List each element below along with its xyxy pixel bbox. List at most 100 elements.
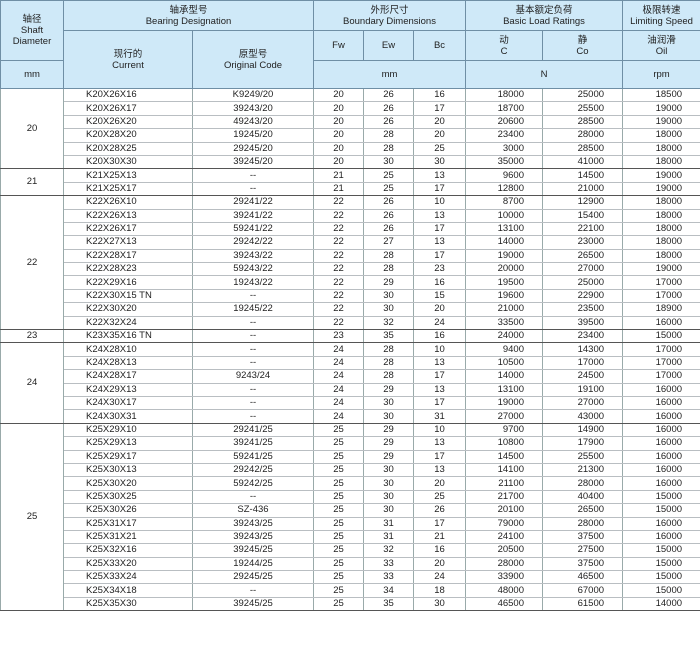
current-code: K25X30X13 (63, 463, 193, 478)
static-load: 43000 (541, 409, 624, 424)
ew: 30 (363, 503, 414, 518)
limiting-speed: 16000 (622, 316, 700, 331)
limiting-speed: 16000 (622, 450, 700, 464)
bearing-table: 轴径 Shaft Diameter 轴承型号 Bearing Designation … (0, 0, 700, 612)
bc: 20 (413, 115, 466, 130)
current-code: K25X31X21 (63, 530, 193, 545)
speed-header: 极限转速 Limiting Speed (622, 0, 700, 31)
limiting-speed: 18500 (622, 88, 700, 103)
table-row: K25X35X30 39245/25 25 35 30 46500 61500 14000 (1, 597, 700, 612)
original-code: 59241/25 (192, 450, 314, 464)
ew: 28 (363, 369, 414, 384)
bc: 13 (413, 463, 466, 478)
static-load: 67000 (541, 583, 624, 598)
fw: 25 (313, 557, 364, 572)
shaft-unit: mm (0, 60, 64, 89)
fw: 21 (313, 182, 364, 197)
current-code: K25X29X10 (63, 423, 193, 438)
dynamic-load: 20000 (465, 262, 543, 277)
table-row: K25X31X17 39243/25 25 31 17 79000 28000 16000 (1, 517, 700, 531)
ew: 25 (363, 182, 414, 197)
ew: 31 (363, 530, 414, 545)
original-code: 29245/25 (192, 570, 314, 585)
ew: 26 (363, 101, 414, 116)
fw: 21 (313, 168, 364, 183)
bc: 17 (413, 222, 466, 237)
static-load: 21300 (541, 463, 624, 478)
bc: 16 (413, 88, 466, 103)
bc: 16 (413, 543, 466, 558)
static-load: 28500 (541, 115, 624, 130)
dynamic-load: 20100 (465, 503, 543, 518)
fw: 22 (313, 235, 364, 250)
fw: 25 (313, 583, 364, 598)
original-code: 19245/22 (192, 302, 314, 317)
limiting-speed: 19000 (622, 115, 700, 130)
table-row: K25X30X20 59242/25 25 30 20 21100 28000 16000 (1, 476, 700, 491)
ew: 29 (363, 450, 414, 464)
speed-unit: rpm (622, 60, 700, 89)
table-row: 20 K20X26X16 K9249/20 20 26 16 18000 25000 18500 (0, 88, 700, 170)
current-code: K24X28X10 (63, 342, 193, 357)
table-row: K25X30X13 29242/25 25 30 13 14100 21300 16000 (1, 463, 700, 478)
fw: 20 (313, 142, 364, 156)
table-row: K25X32X16 39245/25 25 32 16 20500 27500 15000 (1, 543, 700, 558)
limiting-speed: 18000 (622, 222, 700, 237)
table-row: K25X29X17 59241/25 25 29 17 14500 25500 16000 (1, 450, 700, 464)
bc: 31 (413, 409, 466, 424)
static-load: 46500 (541, 570, 624, 585)
ew: 26 (363, 195, 414, 210)
static-load: 23500 (541, 302, 624, 317)
fw: 25 (313, 530, 364, 545)
original-code: -- (192, 329, 314, 344)
static-load: 41000 (541, 155, 624, 170)
bc: 24 (413, 570, 466, 585)
table-row: 25 K25X29X10 29241/25 25 29 10 9700 14900 16000 (0, 423, 700, 612)
fw: 25 (313, 490, 364, 505)
bc: 20 (413, 557, 466, 572)
static-load: 25000 (541, 88, 624, 103)
fw: 22 (313, 316, 364, 331)
original-code: -- (192, 168, 314, 183)
static-load: 26500 (541, 249, 624, 264)
limiting-speed: 18000 (622, 195, 700, 210)
original-header: 原型号 Original Code (192, 30, 314, 89)
original-code: 39245/25 (192, 543, 314, 558)
original-code: 29241/25 (192, 423, 314, 438)
static-load: 12900 (541, 195, 624, 210)
limiting-speed: 15000 (622, 490, 700, 505)
dynamic-load: 24000 (465, 329, 543, 344)
dynamic-load: 20600 (465, 115, 543, 130)
static-load: 21000 (541, 182, 624, 197)
limiting-speed: 15000 (622, 543, 700, 558)
bc: 17 (413, 182, 466, 197)
original-code: 9243/24 (192, 369, 314, 384)
bc: 17 (413, 249, 466, 264)
fw: 22 (313, 302, 364, 317)
dynamic-load: 3000 (465, 142, 543, 156)
limiting-speed: 16000 (622, 423, 700, 438)
current-code: K20X28X25 (63, 142, 193, 156)
ew: 30 (363, 463, 414, 478)
bc: 30 (413, 597, 466, 612)
static-load: 14500 (541, 168, 624, 183)
current-code: K22X30X15 TN (63, 289, 193, 304)
original-code: -- (192, 182, 314, 197)
dynamic-load: 19600 (465, 289, 543, 304)
ew: 30 (363, 289, 414, 304)
fw: 22 (313, 262, 364, 277)
limiting-speed: 18000 (622, 249, 700, 264)
fw: 25 (313, 517, 364, 531)
dynamic-load: 13100 (465, 383, 543, 397)
static-load: 39500 (541, 316, 624, 331)
static-load: 23400 (541, 329, 624, 344)
bc: 25 (413, 490, 466, 505)
static-load: 37500 (541, 530, 624, 545)
table-row: K22X29X16 19243/22 22 29 16 19500 25000 17000 (1, 275, 700, 290)
dynamic-load: 9700 (465, 423, 543, 438)
table-row: K25X31X21 39243/25 25 31 21 24100 37500 16000 (1, 530, 700, 545)
ew: 25 (363, 168, 414, 183)
fw: 25 (313, 597, 364, 612)
current-code: K20X26X20 (63, 115, 193, 130)
table-row: K25X34X18 -- 25 34 18 48000 67000 15000 (1, 583, 700, 598)
